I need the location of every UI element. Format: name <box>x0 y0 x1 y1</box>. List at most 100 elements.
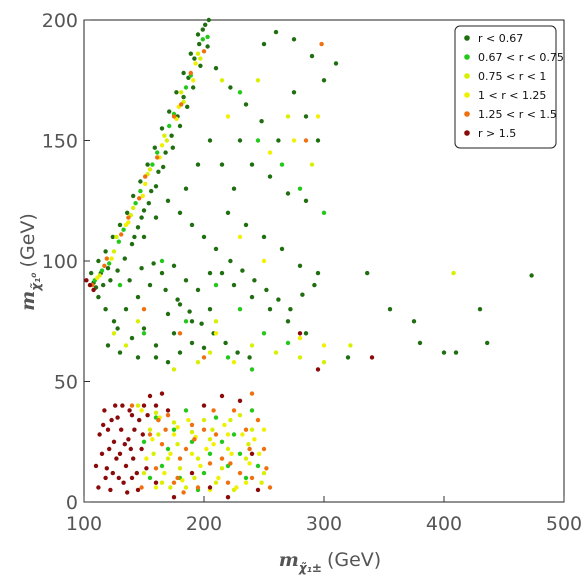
data-point <box>261 470 267 476</box>
data-point <box>159 442 165 447</box>
legend-marker <box>464 111 470 117</box>
x-axis-title: mχ̃₁± (GeV) <box>279 549 381 575</box>
data-point <box>192 475 197 481</box>
data-point <box>345 355 351 360</box>
data-point <box>225 355 231 360</box>
data-point <box>189 222 195 228</box>
data-point <box>161 164 166 170</box>
data-point <box>205 44 210 49</box>
data-point <box>126 215 131 220</box>
data-point <box>207 307 213 312</box>
data-point <box>177 466 183 471</box>
data-point <box>146 201 151 206</box>
data-point <box>333 61 339 66</box>
data-point <box>162 470 167 476</box>
data-point <box>188 51 193 56</box>
data-point <box>147 427 153 432</box>
data-point <box>201 470 207 476</box>
data-point <box>171 480 177 485</box>
data-point <box>107 261 112 266</box>
legend-box <box>454 25 557 149</box>
data-point <box>131 193 136 199</box>
data-point <box>139 266 144 271</box>
data-point <box>237 413 243 418</box>
data-point <box>138 188 143 194</box>
data-point <box>240 432 245 437</box>
data-point <box>189 340 195 346</box>
data-point <box>147 475 153 481</box>
data-point <box>110 470 116 476</box>
data-point <box>103 249 108 254</box>
data-point <box>219 456 225 461</box>
data-point <box>267 485 273 490</box>
data-point <box>129 475 135 481</box>
data-point <box>249 451 255 456</box>
data-point <box>153 343 159 348</box>
data-point <box>291 138 297 143</box>
data-point <box>171 114 177 119</box>
data-point <box>195 51 201 56</box>
data-point <box>153 403 159 408</box>
data-point <box>183 85 189 90</box>
data-point <box>237 470 243 476</box>
data-point <box>197 41 202 47</box>
data-point <box>247 461 252 466</box>
series-4 <box>90 41 324 495</box>
data-point <box>309 162 315 167</box>
data-point <box>213 282 219 288</box>
data-point <box>165 456 171 461</box>
data-point <box>225 210 231 215</box>
data-point <box>191 78 196 83</box>
data-point <box>259 480 264 485</box>
data-point <box>131 205 136 211</box>
data-point <box>179 102 184 107</box>
data-point <box>297 335 303 341</box>
data-point <box>249 427 255 432</box>
data-point <box>141 439 147 444</box>
data-point <box>279 246 285 252</box>
data-point <box>225 480 231 485</box>
data-point <box>240 268 245 273</box>
data-point <box>417 340 423 346</box>
data-point <box>183 446 189 452</box>
data-point <box>285 191 291 196</box>
data-point <box>159 270 165 276</box>
data-point <box>140 193 145 199</box>
data-point <box>207 485 213 490</box>
data-point <box>169 133 174 138</box>
data-point <box>201 403 207 408</box>
data-point <box>159 480 165 485</box>
legend-marker <box>464 73 470 79</box>
data-point <box>205 34 210 40</box>
data-point <box>159 463 165 469</box>
data-point <box>125 210 130 215</box>
data-point <box>138 179 143 184</box>
data-point <box>201 234 207 240</box>
series-2 <box>97 51 456 493</box>
data-point <box>135 355 141 360</box>
data-point <box>195 485 201 490</box>
data-point <box>453 350 459 355</box>
data-point <box>177 350 183 355</box>
data-point <box>165 198 171 203</box>
data-point <box>198 63 203 68</box>
y-tick-label: 200 <box>42 10 78 32</box>
data-point <box>207 437 213 442</box>
data-point <box>152 145 157 150</box>
data-point <box>213 480 219 485</box>
data-point <box>171 495 177 500</box>
data-point <box>225 446 231 452</box>
data-point <box>145 413 150 418</box>
data-point <box>109 417 114 423</box>
data-point <box>179 90 184 95</box>
data-point <box>211 442 216 447</box>
data-point <box>249 408 255 413</box>
data-point <box>249 391 255 396</box>
data-point <box>119 427 124 432</box>
data-point <box>171 331 177 336</box>
data-point <box>132 427 137 432</box>
legend: r < 0.67 0.67 < r < 0.75 0.75 < r < 1 1 < r… <box>454 25 564 149</box>
data-point <box>105 343 111 348</box>
data-point <box>144 456 149 461</box>
data-point <box>159 391 165 396</box>
